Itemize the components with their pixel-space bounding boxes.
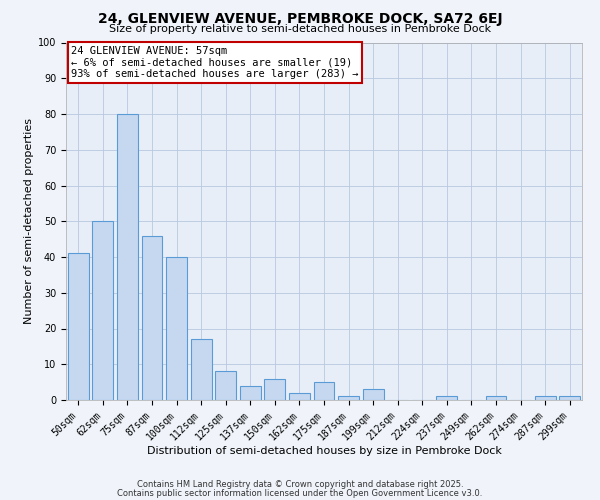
Text: 24 GLENVIEW AVENUE: 57sqm
← 6% of semi-detached houses are smaller (19)
93% of s: 24 GLENVIEW AVENUE: 57sqm ← 6% of semi-d… [71, 46, 359, 80]
Bar [362, 390, 383, 400]
Y-axis label: Number of semi-detached properties: Number of semi-detached properties [24, 118, 34, 324]
Bar [240, 386, 261, 400]
Bar [142, 236, 163, 400]
Bar [559, 396, 580, 400]
Text: Size of property relative to semi-detached houses in Pembroke Dock: Size of property relative to semi-detach… [109, 24, 491, 34]
X-axis label: Distribution of semi-detached houses by size in Pembroke Dock: Distribution of semi-detached houses by … [146, 446, 502, 456]
Bar [289, 393, 310, 400]
Text: 24, GLENVIEW AVENUE, PEMBROKE DOCK, SA72 6EJ: 24, GLENVIEW AVENUE, PEMBROKE DOCK, SA72… [98, 12, 502, 26]
Bar [117, 114, 138, 400]
Bar [92, 221, 113, 400]
Text: Contains public sector information licensed under the Open Government Licence v3: Contains public sector information licen… [118, 488, 482, 498]
Bar [68, 254, 89, 400]
Bar [191, 339, 212, 400]
Bar [485, 396, 506, 400]
Bar [338, 396, 359, 400]
Bar [436, 396, 457, 400]
Bar [166, 257, 187, 400]
Bar [265, 378, 286, 400]
Bar [215, 372, 236, 400]
Bar [314, 382, 334, 400]
Bar [535, 396, 556, 400]
Text: Contains HM Land Registry data © Crown copyright and database right 2025.: Contains HM Land Registry data © Crown c… [137, 480, 463, 489]
